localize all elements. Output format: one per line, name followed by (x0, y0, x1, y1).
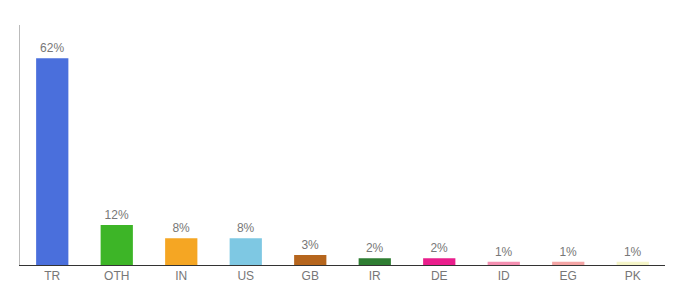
svg-text:12%: 12% (105, 208, 129, 222)
svg-text:GB: GB (302, 269, 319, 283)
svg-text:PK: PK (625, 269, 641, 283)
svg-text:3%: 3% (301, 238, 319, 252)
svg-text:1%: 1% (559, 245, 577, 259)
svg-text:8%: 8% (172, 221, 190, 235)
svg-text:IR: IR (369, 269, 381, 283)
svg-text:OTH: OTH (104, 269, 129, 283)
svg-text:EG: EG (560, 269, 577, 283)
svg-text:TR: TR (44, 269, 60, 283)
svg-text:8%: 8% (237, 221, 255, 235)
svg-text:2%: 2% (366, 241, 384, 255)
svg-text:62%: 62% (40, 41, 64, 55)
svg-text:2%: 2% (430, 241, 448, 255)
svg-text:US: US (237, 269, 254, 283)
svg-text:IN: IN (175, 269, 187, 283)
svg-text:1%: 1% (624, 245, 642, 259)
svg-text:DE: DE (431, 269, 448, 283)
svg-text:1%: 1% (495, 245, 513, 259)
svg-text:ID: ID (498, 269, 510, 283)
